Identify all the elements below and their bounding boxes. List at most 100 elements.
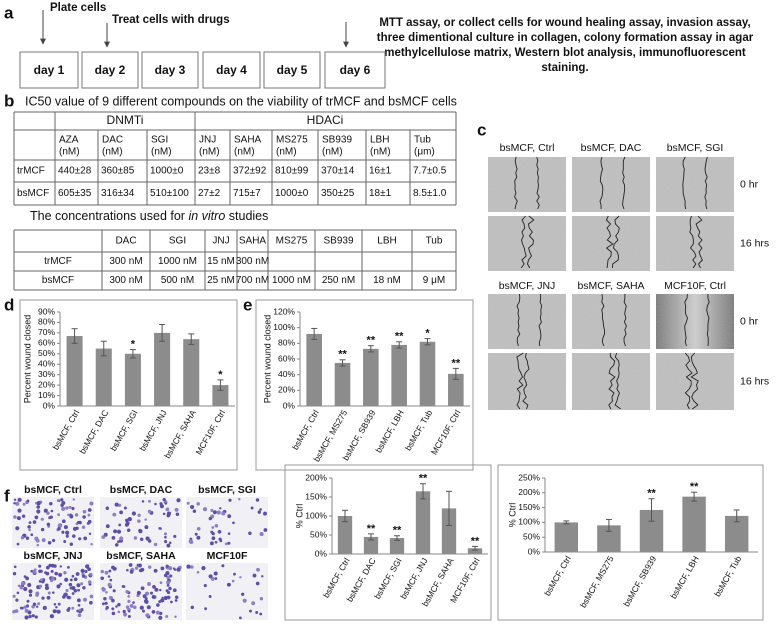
cell-dot [82,509,87,514]
bar [124,353,141,406]
image-label: bsMCF, Ctrl [24,484,82,496]
panel-label: e [243,295,252,314]
image-label: MCF10F, Ctrl [664,280,726,292]
day-box [19,51,79,89]
panel-label: c [477,120,486,139]
cell-dot [174,599,178,602]
cell-dot [69,542,74,546]
y-tick-label: 60% [278,353,295,363]
cell-dot [28,593,33,597]
cell-dot [36,543,40,547]
significance-marker: * [131,339,136,351]
cell-dot [23,586,28,592]
cell-dot [259,532,264,537]
cell-dot [153,568,158,573]
cell-dot [141,500,145,503]
cell-dot [175,512,180,517]
table-cell: 810±99 [275,166,309,177]
y-tick-label: 200% [305,472,327,482]
cell-dot [104,601,108,605]
table-cell: 18 nM [373,275,401,286]
cell-dot [41,596,45,600]
significance-marker: ** [690,481,699,493]
column-unit: (nM) [322,147,343,158]
cell-dot [168,541,172,545]
cell-dot [89,501,94,506]
cell-dot [108,569,112,573]
cell-dot [71,606,75,610]
wound-edge [520,215,527,269]
cell-dot [126,568,129,572]
bar [639,509,664,552]
significance-marker: * [425,328,430,340]
x-tick-label: bsMCF, Ctrl [50,408,81,452]
cell-dot [53,603,57,606]
cell-dot [113,529,118,534]
significance-marker: ** [471,535,480,547]
cell-dot [107,575,111,578]
cell-dot [13,565,17,569]
table-cell: 605±35 [58,188,92,199]
cell-dot [259,612,263,616]
cell-dot [63,525,68,530]
cell-dot [241,592,245,596]
cell-dot [211,532,215,536]
cell-dot [59,565,63,568]
table-cell: 1000 nM [158,256,197,267]
cell-dot [165,564,169,568]
y-tick-label: 0% [528,546,541,556]
cell-dot [154,502,157,506]
column-header: DAC [115,236,136,247]
micrograph-texture [572,157,650,212]
time-label: 0 hr [740,178,759,190]
cell-dot [58,572,63,577]
cell-dot [165,614,169,619]
cell-dot [56,499,60,502]
cell-dot [76,583,81,588]
cell-dot [228,498,232,502]
table-cell: 440±28 [58,166,92,177]
cell-dot [28,528,31,532]
cell-dot [190,504,195,510]
cell-dot [76,598,81,603]
significance-marker: ** [393,525,402,537]
cell-dot [87,567,91,571]
significance-marker: ** [338,349,347,361]
cell-dot [127,599,131,603]
cell-dot [164,502,168,505]
y-tick-label: 150% [518,502,540,512]
wound-edge [684,352,693,410]
column-header: MS275 [276,135,308,146]
day-label: day 1 [34,63,65,77]
cell-dot [174,507,179,512]
cell-dot [56,584,61,589]
table-cell: 360±85 [101,166,135,177]
cell-dot [69,514,73,518]
cell-dot [65,534,69,538]
cell-dot [30,569,33,573]
cell-dot [204,607,208,611]
significance-marker: ** [367,335,376,347]
cell-dot [259,508,262,511]
cell-dot [26,599,30,603]
cell-dot [34,615,38,619]
cell-dot [80,582,84,586]
time-label: 16 hrs [740,237,769,249]
wound-edge [684,293,688,347]
cell-dot [45,583,49,588]
cell-dot [261,575,264,578]
cell-dot [172,588,177,593]
significance-marker: ** [419,473,428,485]
cell-dot [61,506,66,511]
wound-edge [516,352,524,410]
y-tick-label: 80% [38,317,55,327]
cell-dot [214,577,218,580]
day-box [324,51,386,89]
cell-dot [63,540,67,543]
cell-dot [78,537,82,541]
cell-dot [168,586,172,591]
chart-frame [284,464,492,621]
cell-dot [13,515,17,519]
cell-dot [116,529,122,534]
